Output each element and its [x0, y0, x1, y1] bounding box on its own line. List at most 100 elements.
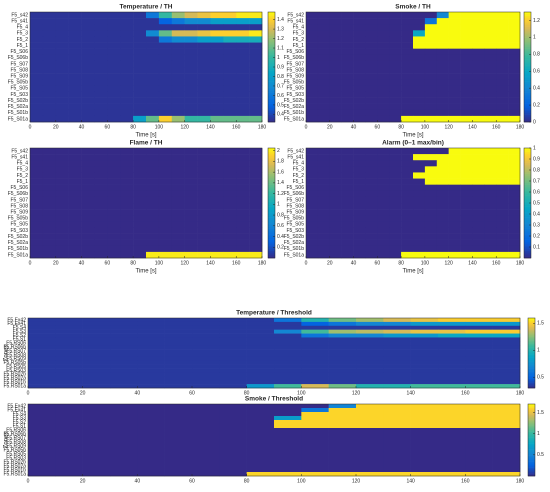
heat-cell: [110, 420, 138, 425]
heat-cell: [223, 103, 237, 111]
heat-cell: [146, 227, 160, 234]
heat-cell: [484, 12, 497, 19]
colorbar-band: [524, 74, 531, 77]
heat-cell: [306, 48, 319, 56]
heat-cell: [436, 97, 449, 104]
colorbar-band: [268, 193, 275, 196]
colorbar-band: [268, 70, 275, 73]
y-tick-label: F5_S02b: [8, 234, 29, 240]
colorbar-band: [524, 120, 531, 123]
colorbar-band: [528, 384, 535, 386]
heat-cell: [110, 333, 138, 338]
heat-cell: [120, 227, 134, 234]
heat-cell: [465, 341, 493, 346]
heat-cell: [55, 337, 83, 342]
colorbar-band: [528, 455, 535, 458]
heat-cell: [465, 345, 493, 350]
colorbar-band: [528, 365, 535, 368]
heat-cell: [133, 97, 147, 104]
colorbar-band: [528, 332, 535, 334]
heat-cell: [68, 160, 82, 167]
heat-cell: [210, 97, 224, 104]
heat-cell: [377, 196, 390, 204]
heat-cell: [389, 24, 402, 31]
heat-cell: [465, 325, 493, 330]
heat-cell: [28, 472, 56, 477]
heat-cell: [436, 172, 449, 179]
heat-cell: [107, 184, 121, 192]
heat-cell: [460, 148, 473, 155]
heat-cell: [410, 353, 439, 358]
heat-cell: [438, 333, 466, 338]
heat-cell: [328, 424, 357, 429]
x-tick-label: 80: [398, 124, 404, 130]
heat-cell: [192, 318, 220, 323]
heat-cell: [55, 48, 69, 56]
heat-cell: [94, 36, 108, 43]
heat-cell: [410, 464, 439, 469]
heat-cell: [274, 329, 302, 334]
heat-cell: [460, 172, 473, 179]
heat-cell: [249, 172, 263, 179]
heat-cell: [146, 85, 160, 92]
heat-cell: [413, 60, 426, 68]
heat-cell: [171, 184, 185, 192]
heat-cell: [472, 239, 485, 247]
heat-cell: [329, 154, 342, 161]
heat-cell: [401, 209, 414, 216]
heat-cell: [274, 349, 302, 354]
colorbar-band: [524, 223, 531, 226]
heat-cell: [356, 321, 384, 327]
colorbar-band: [528, 347, 535, 349]
heat-cell: [133, 227, 147, 234]
heat-cell: [30, 245, 44, 253]
y-tick-label: F5_S01a: [8, 116, 29, 122]
colorbar-band: [528, 430, 535, 432]
heat-cell: [55, 42, 69, 49]
heat-cell: [410, 444, 439, 449]
heat-cell: [120, 67, 134, 74]
heat-cell: [389, 109, 402, 117]
x-tick-label: 60: [105, 124, 111, 130]
heat-cell: [328, 420, 357, 425]
heat-cell: [383, 464, 411, 469]
heat-cell: [219, 337, 247, 342]
heat-cell: [146, 221, 160, 228]
heat-cell: [82, 464, 111, 469]
heat-cell: [353, 245, 366, 253]
heat-cell: [329, 203, 342, 210]
y-tick-label: F5_S07: [286, 197, 304, 203]
heat-cell: [68, 109, 82, 117]
heat-cell: [460, 154, 473, 161]
heat-cell: [133, 54, 147, 62]
heat-cell: [236, 166, 250, 173]
colorbar-band: [268, 241, 275, 244]
colorbar-band: [268, 100, 275, 103]
heat-cell: [383, 420, 411, 425]
heat-cell: [448, 12, 461, 19]
heat-cell: [94, 178, 108, 185]
heat-cell: [377, 109, 390, 117]
heat-cell: [223, 233, 237, 240]
heat-cell: [110, 468, 138, 473]
heat-cell: [329, 166, 342, 173]
heat-cell: [356, 372, 384, 377]
heat-cell: [171, 103, 185, 111]
heat-cell: [55, 30, 69, 37]
heat-cell: [28, 337, 56, 342]
heat-cell: [236, 184, 250, 192]
heat-cell: [55, 178, 69, 185]
heat-cell: [460, 203, 473, 210]
heat-cell: [171, 115, 185, 123]
heat-cell: [210, 42, 224, 49]
colorbar-band: [528, 425, 535, 428]
heat-cell: [317, 30, 331, 37]
heat-cell: [164, 444, 193, 449]
colorbar-band: [528, 329, 535, 332]
heat-cell: [301, 337, 329, 342]
heat-cell: [81, 67, 95, 74]
heat-cell: [197, 91, 211, 98]
heat-cell: [328, 341, 357, 346]
heat-cell: [158, 209, 173, 216]
heat-cell: [28, 364, 56, 369]
